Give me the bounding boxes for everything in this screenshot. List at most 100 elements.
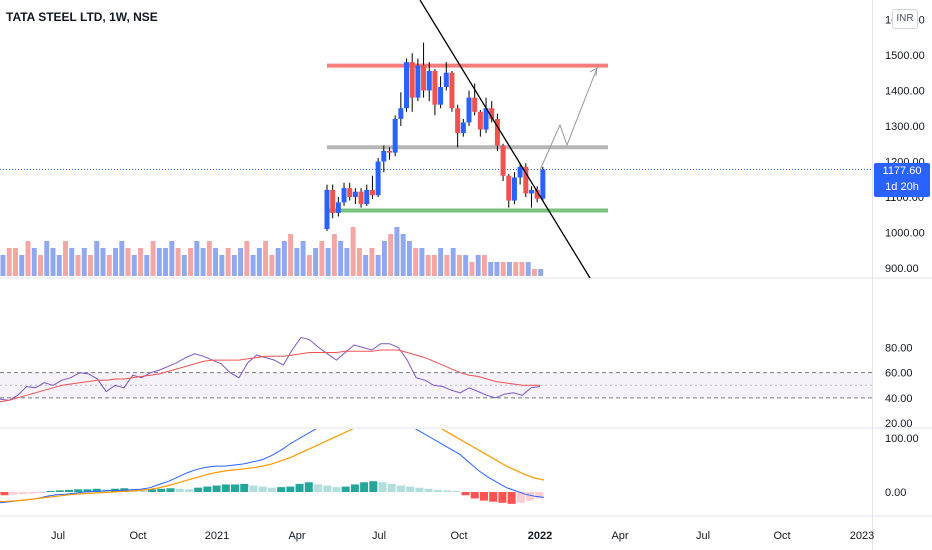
volume-bar [119, 241, 125, 276]
price-tick-label: 1000.00 [885, 228, 925, 240]
volume-bar [200, 248, 206, 276]
macd-histogram-bar [341, 486, 350, 492]
candle-body [335, 202, 341, 213]
macd-histogram-bar [526, 492, 535, 501]
candle-body [449, 72, 455, 109]
volume-bar [88, 255, 93, 276]
currency-badge[interactable]: INR [892, 9, 918, 29]
volume-bar [150, 241, 156, 276]
candle-body [477, 111, 483, 130]
volume-bar [463, 255, 469, 276]
macd-histogram-bar [0, 492, 9, 496]
macd-histogram-bar [461, 492, 470, 496]
volume-bar [169, 241, 175, 276]
rsi-tick-label: 40.00 [885, 393, 913, 405]
macd-histogram-bar [470, 492, 479, 499]
macd-histogram-bar [37, 492, 46, 494]
volume-bar [206, 241, 212, 276]
time-tick-label: Oct [129, 530, 146, 542]
volume-bar [494, 262, 500, 276]
volume-bar [513, 262, 519, 276]
candle-body [375, 161, 381, 196]
volume-bar [275, 248, 281, 276]
candle-body [358, 191, 364, 205]
volume-bar [219, 255, 225, 276]
volume-bar [256, 248, 262, 276]
macd-histogram-bar [148, 489, 157, 492]
time-tick-label: 2022 [528, 530, 552, 542]
macd-histogram-bar [157, 488, 166, 492]
macd-histogram-bar [350, 484, 359, 492]
candle-body [432, 70, 438, 105]
last-price-tag: 1177.60 1d 20h [874, 163, 930, 197]
volume-bar [163, 248, 169, 276]
candle-body [324, 189, 330, 229]
macd-histogram-bar [369, 481, 378, 492]
volume-bar [350, 227, 356, 276]
macd-histogram-bar [212, 485, 221, 492]
macd-histogram-bar [424, 488, 433, 492]
volume-bar [419, 248, 425, 276]
candle-body [426, 70, 432, 91]
macd-histogram-bar [221, 484, 230, 492]
candle-body [381, 150, 387, 162]
last-price-value: 1177.60 [882, 165, 922, 177]
candle-body [409, 62, 415, 98]
macd-histogram-bar [74, 489, 83, 492]
volume-bar [194, 241, 200, 276]
macd-histogram-bar [304, 482, 313, 492]
macd-histogram-bar [184, 489, 193, 492]
volume-bar [519, 262, 525, 276]
time-tick-label: Jul [51, 530, 65, 542]
volume-bar [125, 248, 131, 276]
volume-bar [531, 269, 537, 276]
volume-bar [188, 248, 194, 276]
macd-histogram-bar [489, 492, 498, 502]
volume-bar [356, 248, 362, 276]
macd-histogram-bar [479, 492, 488, 501]
candle-body [466, 97, 472, 123]
volume-bar [388, 234, 394, 276]
time-tick-label: Apr [288, 530, 305, 542]
volume-bar [269, 255, 275, 276]
macd-histogram-bar [18, 492, 27, 495]
volume-bar [381, 241, 387, 276]
candle-body [347, 188, 353, 197]
macd-histogram-bar [277, 487, 286, 492]
volume-bar [6, 248, 12, 276]
volume-bar [75, 255, 81, 276]
volume-bar [506, 262, 512, 276]
volume-bar [294, 248, 300, 276]
macd-histogram-bar [415, 487, 424, 492]
volume-bar [425, 255, 431, 276]
candle-body [517, 166, 523, 178]
chart-title: TATA STEEL LTD, 1W, NSE [6, 10, 158, 24]
macd-histogram-bar [295, 483, 304, 492]
macd-histogram-bar [46, 490, 55, 492]
volume-bar [538, 269, 544, 276]
rsi-tick-label: 80.00 [885, 343, 913, 355]
volume-bar [50, 248, 56, 276]
rsi-line [0, 336, 541, 401]
volume-bar [69, 248, 75, 276]
macd-histogram-bar [9, 492, 18, 495]
candle-body [472, 97, 478, 112]
volume-bar [19, 255, 25, 276]
volume-bar [319, 241, 325, 276]
macd-histogram-bar [516, 492, 525, 503]
macd-histogram-bar [249, 485, 258, 492]
volume-bar [44, 241, 50, 276]
macd-histogram-bar [166, 488, 175, 492]
volume-bar [456, 255, 462, 276]
candle-body [489, 108, 495, 119]
volume-bar [31, 248, 37, 276]
macd-histogram-bar [55, 490, 64, 492]
volume-bar [363, 255, 369, 276]
candle-body [443, 72, 449, 87]
candle-body [392, 118, 398, 153]
candle-body [500, 145, 506, 176]
volume-bar [525, 262, 531, 276]
time-tick-label: Oct [450, 530, 467, 542]
volume-bar [488, 262, 494, 276]
